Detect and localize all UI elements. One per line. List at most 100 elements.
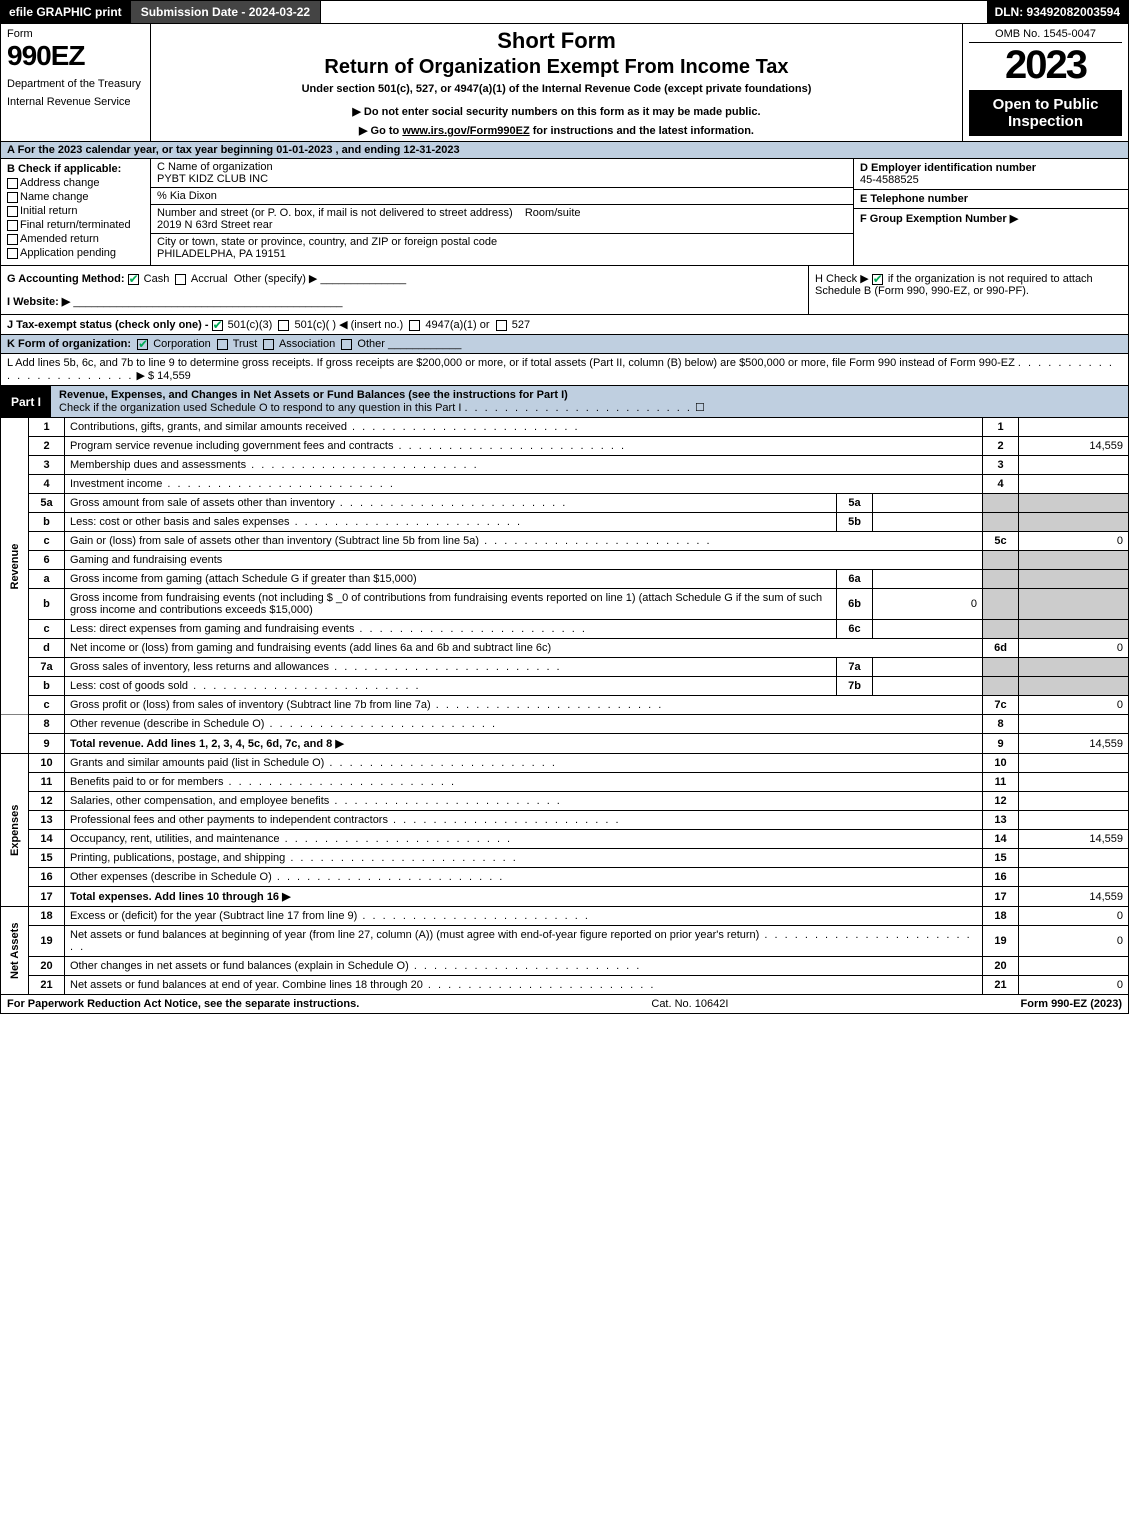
org-name-value: PYBT KIDZ CLUB INC <box>157 173 847 185</box>
efile-print-button[interactable]: efile GRAPHIC print <box>1 1 131 23</box>
chk-initial-return[interactable]: Initial return <box>7 205 144 217</box>
chk-name-change[interactable]: Name change <box>7 191 144 203</box>
line-12: 12 Salaries, other compensation, and emp… <box>1 792 1129 811</box>
form-subtitle: Under section 501(c), 527, or 4947(a)(1)… <box>159 83 954 95</box>
org-name-row: C Name of organization PYBT KIDZ CLUB IN… <box>151 159 853 188</box>
footer-left: For Paperwork Reduction Act Notice, see … <box>7 998 359 1010</box>
chk-cash[interactable] <box>128 274 139 285</box>
line-17: 17 Total expenses. Add lines 10 through … <box>1 887 1129 907</box>
group-exemption-cell: F Group Exemption Number ▶ <box>854 209 1128 228</box>
chk-final-return[interactable]: Final return/terminated <box>7 219 144 231</box>
chk-4947[interactable] <box>409 320 420 331</box>
chk-accrual[interactable] <box>175 274 186 285</box>
line-18: Net Assets 18 Excess or (deficit) for th… <box>1 907 1129 926</box>
row-a-text: A For the 2023 calendar year, or tax yea… <box>7 144 460 156</box>
short-form-label: Short Form <box>159 28 954 54</box>
chk-corporation[interactable] <box>137 339 148 350</box>
part-1-tab: Part I <box>1 392 51 412</box>
chk-501c3[interactable] <box>212 320 223 331</box>
chk-address-change[interactable]: Address change <box>7 177 144 189</box>
top-bar: efile GRAPHIC print Submission Date - 20… <box>0 0 1129 24</box>
column-h: H Check ▶ if the organization is not req… <box>808 266 1128 314</box>
care-of-row: % Kia Dixon <box>151 188 853 205</box>
form-title: Return of Organization Exempt From Incom… <box>159 56 954 79</box>
g-other: Other (specify) ▶ <box>234 273 318 285</box>
note-link: ▶ Go to www.irs.gov/Form990EZ for instru… <box>159 124 954 137</box>
line-16: 16 Other expenses (describe in Schedule … <box>1 868 1129 887</box>
line-19: 19 Net assets or fund balances at beginn… <box>1 926 1129 957</box>
line-7c: c Gross profit or (loss) from sales of i… <box>1 696 1129 715</box>
line-14: 14 Occupancy, rent, utilities, and maint… <box>1 830 1129 849</box>
submission-date: Submission Date - 2024-03-22 <box>131 1 321 23</box>
dept-treasury: Department of the Treasury <box>7 78 144 90</box>
line-1: Revenue 1 Contributions, gifts, grants, … <box>1 418 1129 437</box>
ein-value: 45-4588525 <box>860 174 919 186</box>
tax-year: 2023 <box>969 43 1122 88</box>
line-2: 2 Program service revenue including gove… <box>1 437 1129 456</box>
line-10: Expenses 10 Grants and similar amounts p… <box>1 754 1129 773</box>
street-value: 2019 N 63rd Street rear <box>157 219 273 231</box>
line-8: 8 Other revenue (describe in Schedule O)… <box>1 715 1129 734</box>
note-ssn: ▶ Do not enter social security numbers o… <box>159 105 954 118</box>
phone-cell: E Telephone number <box>854 190 1128 209</box>
g-label: G Accounting Method: <box>7 273 125 285</box>
line-5c: c Gain or (loss) from sale of assets oth… <box>1 532 1129 551</box>
irs-link[interactable]: www.irs.gov/Form990EZ <box>402 125 529 137</box>
street-label: Number and street (or P. O. box, if mail… <box>157 207 513 219</box>
section-g-h: G Accounting Method: Cash Accrual Other … <box>0 266 1129 315</box>
header-center: Short Form Return of Organization Exempt… <box>151 24 963 141</box>
form-label: Form <box>7 28 144 40</box>
h-prefix: H Check ▶ <box>815 273 872 285</box>
chk-501c[interactable] <box>278 320 289 331</box>
row-k: K Form of organization: Corporation Trus… <box>0 335 1129 354</box>
line-6c: c Less: direct expenses from gaming and … <box>1 620 1129 639</box>
dln-label: DLN: 93492082003594 <box>987 1 1128 23</box>
k-label: K Form of organization: <box>7 338 131 350</box>
chk-association[interactable] <box>263 339 274 350</box>
line-5a: 5a Gross amount from sale of assets othe… <box>1 494 1129 513</box>
topbar-spacer <box>321 1 986 23</box>
column-d-e-f: D Employer identification number 45-4588… <box>853 159 1128 265</box>
line-5b: b Less: cost or other basis and sales ex… <box>1 513 1129 532</box>
j-label: J Tax-exempt status (check only one) - <box>7 319 212 331</box>
line-9: 9 Total revenue. Add lines 1, 2, 3, 4, 5… <box>1 734 1129 754</box>
column-g-i: G Accounting Method: Cash Accrual Other … <box>1 266 808 314</box>
link-suffix: for instructions and the latest informat… <box>530 125 754 137</box>
chk-trust[interactable] <box>217 339 228 350</box>
lines-table: Revenue 1 Contributions, gifts, grants, … <box>0 418 1129 995</box>
chk-schedule-b[interactable] <box>872 274 883 285</box>
part1-check[interactable]: ☐ <box>695 402 705 414</box>
line-7b: b Less: cost of goods sold 7b <box>1 677 1129 696</box>
line-21: 21 Net assets or fund balances at end of… <box>1 976 1129 995</box>
column-c: C Name of organization PYBT KIDZ CLUB IN… <box>151 159 853 265</box>
city-label: City or town, state or province, country… <box>157 236 847 248</box>
line-20: 20 Other changes in net assets or fund b… <box>1 957 1129 976</box>
chk-other-org[interactable] <box>341 339 352 350</box>
room-label: Room/suite <box>525 207 581 219</box>
line-13: 13 Professional fees and other payments … <box>1 811 1129 830</box>
omb-number: OMB No. 1545-0047 <box>969 28 1122 43</box>
part-1-title: Revenue, Expenses, and Changes in Net As… <box>51 386 1128 417</box>
side-expenses: Expenses <box>1 754 29 907</box>
footer-cat-no: Cat. No. 10642I <box>359 998 1020 1010</box>
ein-label: D Employer identification number <box>860 162 1036 174</box>
chk-527[interactable] <box>496 320 507 331</box>
line-6a: a Gross income from gaming (attach Sched… <box>1 570 1129 589</box>
chk-amended-return[interactable]: Amended return <box>7 233 144 245</box>
form-header: Form 990EZ Department of the Treasury In… <box>0 24 1129 142</box>
street-row: Number and street (or P. O. box, if mail… <box>151 205 853 234</box>
phone-label: E Telephone number <box>860 193 968 205</box>
l-value: ▶ $ 14,559 <box>136 370 190 382</box>
chk-application-pending[interactable]: Application pending <box>7 247 144 259</box>
footer: For Paperwork Reduction Act Notice, see … <box>0 995 1129 1014</box>
row-a-tax-year: A For the 2023 calendar year, or tax yea… <box>0 142 1129 159</box>
i-label: I Website: ▶ <box>7 296 70 308</box>
section-b-f: B Check if applicable: Address change Na… <box>0 159 1129 266</box>
line-15: 15 Printing, publications, postage, and … <box>1 849 1129 868</box>
line-11: 11 Benefits paid to or for members 11 <box>1 773 1129 792</box>
org-name-label: C Name of organization <box>157 161 847 173</box>
side-revenue: Revenue <box>1 418 29 715</box>
footer-form-ref: Form 990-EZ (2023) <box>1021 998 1122 1010</box>
form-number: 990EZ <box>7 40 144 72</box>
group-exemption-label: F Group Exemption Number ▶ <box>860 213 1018 225</box>
